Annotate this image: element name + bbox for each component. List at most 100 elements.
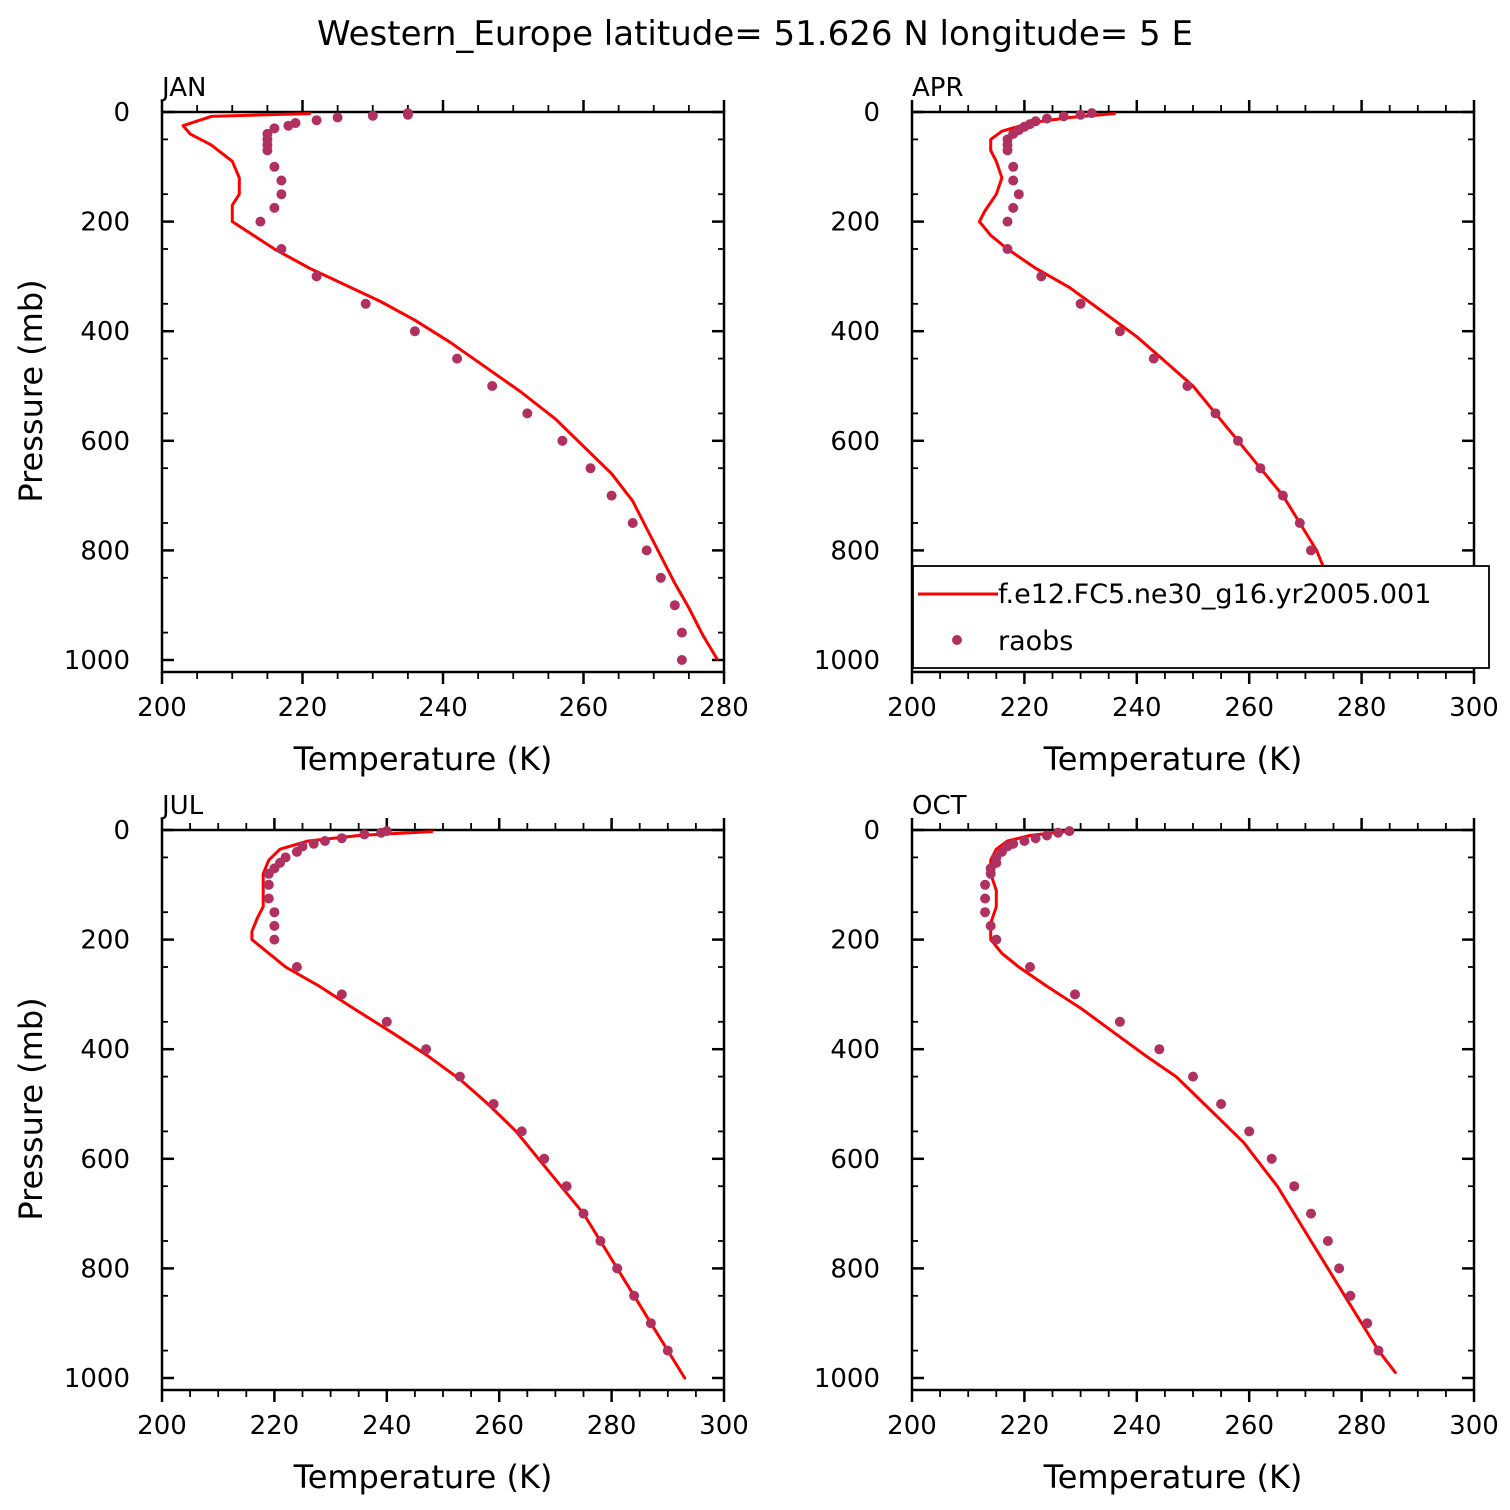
x-tick-label: 240 bbox=[362, 1411, 412, 1441]
raobs-point bbox=[629, 1290, 640, 1301]
x-tick-label: 280 bbox=[1337, 1411, 1387, 1441]
raobs-point bbox=[980, 893, 991, 904]
y-tick-label: 600 bbox=[830, 427, 880, 457]
panel-label: APR bbox=[912, 73, 964, 103]
x-tick-label: 240 bbox=[1112, 1411, 1162, 1441]
raobs-point bbox=[662, 1345, 673, 1356]
raobs-point bbox=[1030, 833, 1041, 844]
raobs-point bbox=[641, 545, 652, 556]
raobs-point bbox=[585, 463, 596, 474]
figure-title: Western_Europe latitude= 51.626 N longit… bbox=[317, 14, 1193, 54]
x-tick-label: 280 bbox=[1337, 693, 1387, 723]
raobs-point bbox=[1019, 836, 1030, 846]
y-tick-label: 1000 bbox=[64, 1364, 130, 1394]
raobs-point bbox=[516, 1126, 527, 1137]
y-tick-label: 800 bbox=[830, 536, 880, 566]
x-axis-label: Temperature (K) bbox=[293, 1458, 553, 1496]
x-tick-label: 220 bbox=[1000, 1411, 1050, 1441]
raobs-point bbox=[269, 202, 280, 213]
y-tick-label: 200 bbox=[80, 208, 130, 238]
raobs-point bbox=[676, 627, 687, 638]
plot-frame bbox=[160, 110, 726, 674]
raobs-point bbox=[1002, 145, 1013, 156]
raobs-point bbox=[276, 244, 287, 254]
raobs-point bbox=[980, 907, 991, 918]
raobs-point bbox=[336, 989, 347, 1000]
raobs-point bbox=[991, 934, 1002, 945]
legend-label: raobs bbox=[998, 626, 1073, 657]
raobs-point bbox=[1114, 326, 1125, 337]
raobs-point bbox=[1008, 202, 1019, 213]
x-tick-label: 260 bbox=[474, 1411, 524, 1441]
raobs-point bbox=[1306, 545, 1316, 556]
x-tick-label: 200 bbox=[137, 1411, 187, 1441]
raobs-point bbox=[1362, 1318, 1373, 1329]
raobs-point bbox=[1210, 408, 1221, 419]
raobs-point bbox=[985, 868, 996, 879]
y-tick-label: 0 bbox=[863, 816, 880, 846]
raobs-point bbox=[269, 123, 280, 134]
x-axis-label: Temperature (K) bbox=[1043, 1458, 1303, 1496]
raobs-point bbox=[1373, 1345, 1384, 1356]
raobs-point bbox=[1216, 1099, 1227, 1109]
raobs-point bbox=[1255, 463, 1266, 474]
y-tick-label: 400 bbox=[80, 1035, 130, 1065]
raobs-point bbox=[1041, 113, 1052, 124]
raobs-point bbox=[522, 408, 533, 419]
raobs-point bbox=[1086, 108, 1097, 119]
raobs-point bbox=[1182, 381, 1193, 391]
raobs-point bbox=[263, 868, 274, 879]
raobs-point bbox=[606, 490, 617, 501]
y-tick-label: 200 bbox=[80, 926, 130, 956]
raobs-point bbox=[595, 1236, 606, 1246]
raobs-point bbox=[320, 836, 330, 846]
raobs-point bbox=[255, 216, 266, 227]
legend-label: f.e12.FC5.ne30_g16.yr2005.001 bbox=[998, 579, 1431, 610]
x-tick-label: 200 bbox=[887, 693, 937, 723]
raobs-point bbox=[1188, 1071, 1198, 1082]
legend-box bbox=[912, 565, 1490, 669]
y-tick-label: 1000 bbox=[64, 646, 130, 676]
raobs-point bbox=[283, 120, 294, 131]
y-axis-label: Pressure (mb) bbox=[12, 279, 50, 502]
raobs-point bbox=[1008, 175, 1019, 186]
raobs-point bbox=[291, 962, 302, 972]
raobs-point bbox=[1013, 189, 1024, 200]
x-tick-label: 280 bbox=[699, 693, 749, 723]
raobs-point bbox=[612, 1263, 623, 1274]
y-tick-label: 400 bbox=[830, 317, 880, 347]
raobs-point bbox=[561, 1181, 572, 1192]
raobs-point bbox=[454, 1071, 465, 1082]
raobs-point bbox=[1244, 1126, 1255, 1137]
raobs-point bbox=[359, 829, 370, 840]
model-series-line bbox=[181, 112, 719, 661]
raobs-point bbox=[421, 1044, 432, 1055]
raobs-point bbox=[985, 920, 996, 931]
y-tick-label: 600 bbox=[830, 1145, 880, 1175]
raobs-point bbox=[627, 518, 638, 528]
y-tick-label: 800 bbox=[830, 1254, 880, 1284]
x-tick-label: 280 bbox=[587, 1411, 637, 1441]
panel-label: OCT bbox=[912, 791, 967, 821]
y-tick-label: 600 bbox=[80, 1145, 130, 1175]
panel-label: JUL bbox=[160, 791, 204, 821]
raobs-point bbox=[409, 326, 420, 337]
raobs-point bbox=[1002, 244, 1013, 254]
raobs-point bbox=[1345, 1290, 1356, 1301]
raobs-point bbox=[1070, 989, 1080, 1000]
y-tick-label: 400 bbox=[80, 317, 130, 347]
y-tick-label: 0 bbox=[113, 98, 130, 128]
raobs-point bbox=[1058, 111, 1069, 122]
x-tick-label: 300 bbox=[1449, 1411, 1499, 1441]
x-axis-label: Temperature (K) bbox=[1043, 740, 1303, 778]
x-tick-label: 260 bbox=[1224, 1411, 1274, 1441]
raobs-point bbox=[402, 109, 413, 120]
y-tick-label: 400 bbox=[830, 1035, 880, 1065]
x-tick-label: 220 bbox=[250, 1411, 300, 1441]
raobs-point bbox=[308, 838, 319, 849]
plot-frame bbox=[910, 828, 1476, 1392]
raobs-point bbox=[269, 920, 280, 931]
x-tick-label: 220 bbox=[278, 693, 328, 723]
